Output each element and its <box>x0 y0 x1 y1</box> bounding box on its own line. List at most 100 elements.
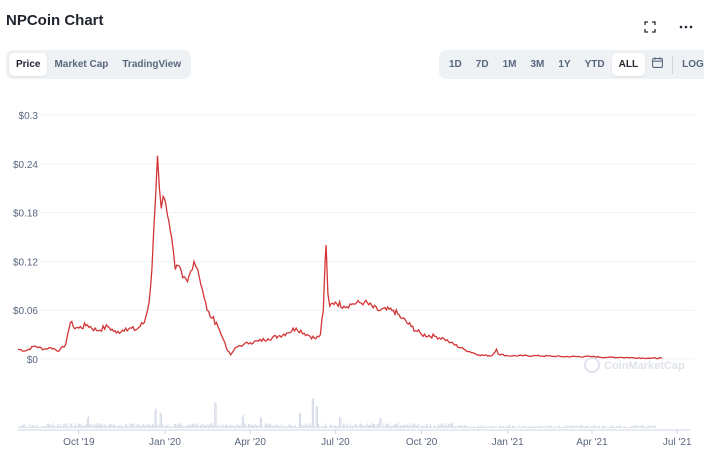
volume-bar <box>638 427 639 428</box>
volume-bar <box>473 426 474 428</box>
price-chart[interactable]: $0.3 $0.24 $0.18 $0.12 $0.06 $0 CoinMarketCap… <box>0 95 704 452</box>
volume-bar <box>73 426 75 428</box>
volume-bar <box>55 426 57 428</box>
log-scale-toggle[interactable]: LOG <box>682 59 704 70</box>
volume-bar <box>580 425 582 428</box>
volume-bar <box>505 425 507 428</box>
volume-bar <box>577 427 578 428</box>
volume-bar <box>168 427 170 428</box>
volume-bar <box>193 423 195 428</box>
volume-bar <box>320 427 322 428</box>
volume-bar <box>443 425 444 428</box>
grid-lines <box>40 114 695 360</box>
volume-bar <box>509 425 511 428</box>
y-tick-label: $0.18 <box>13 209 38 220</box>
volume-bar <box>335 425 337 428</box>
volume-bar <box>140 426 142 428</box>
volume-bar <box>623 426 625 428</box>
range-ytd[interactable]: YTD <box>584 59 605 70</box>
volume-bar <box>383 423 385 428</box>
volume-bar <box>83 425 84 428</box>
x-tick-label: Apr '20 <box>235 437 267 448</box>
y-tick-label: $0.12 <box>13 257 38 268</box>
volume-bar <box>564 427 565 428</box>
volume-bar <box>337 425 339 428</box>
volume-bar <box>41 426 43 428</box>
volume-bar <box>92 426 93 428</box>
volume-bar <box>86 417 88 428</box>
volume-bar <box>499 425 500 428</box>
x-tick-label: Jan '21 <box>492 437 524 448</box>
tab-tradingview[interactable]: TradingView <box>122 59 182 70</box>
volume-bar <box>375 425 377 428</box>
volume-bar <box>374 424 376 428</box>
range-3m[interactable]: 3M <box>530 59 545 70</box>
volume-bar <box>257 425 259 428</box>
volume-bar <box>71 423 73 428</box>
volume-bar <box>144 426 145 428</box>
volume-bar <box>228 425 230 428</box>
volume-bar <box>344 423 346 428</box>
range-1d[interactable]: 1D <box>449 59 462 70</box>
volume-bar <box>384 426 386 428</box>
volume-bar <box>62 426 64 428</box>
volume-bar <box>515 427 517 428</box>
volume-bar <box>341 426 343 428</box>
volume-bar <box>545 427 547 428</box>
volume-bar <box>330 424 331 428</box>
fullscreen-icon[interactable] <box>642 19 658 35</box>
volume-bar <box>389 426 391 428</box>
volume-bar <box>462 425 464 428</box>
volume-bar <box>151 424 153 428</box>
volume-bar <box>315 406 317 428</box>
calendar-icon[interactable] <box>645 53 670 76</box>
tab-price[interactable]: Price <box>9 53 48 76</box>
volume-bar <box>106 425 108 428</box>
volume-bar <box>60 426 62 428</box>
volume-bar <box>42 426 44 428</box>
volume-bar <box>196 425 197 428</box>
volume-bar <box>584 426 586 428</box>
range-7d[interactable]: 7D <box>475 59 489 70</box>
volume-bar <box>194 424 196 428</box>
volume-bar <box>159 412 161 428</box>
toolbar-divider <box>672 55 674 74</box>
more-options-icon[interactable] <box>678 19 694 35</box>
volume-bar <box>179 424 181 428</box>
volume-bar <box>514 426 516 428</box>
volume-bar <box>36 426 38 428</box>
volume-bar <box>596 425 598 428</box>
volume-bar <box>422 425 424 428</box>
tab-market-cap[interactable]: Market Cap <box>54 59 109 70</box>
volume-bar <box>465 425 467 428</box>
volume-bar <box>340 418 342 428</box>
volume-bar <box>512 425 513 428</box>
volume-bar <box>486 426 487 428</box>
volume-bar <box>223 425 225 428</box>
volume-bar <box>378 423 379 428</box>
volume-bar <box>632 425 634 428</box>
x-axis-ticks: Oct '19 Jan '20 Apr '20 Jul '20 Oct '20 Jan '… <box>63 430 692 448</box>
volume-bar <box>301 424 303 428</box>
volume-bar <box>582 425 584 428</box>
volume-bar <box>604 426 606 428</box>
volume-bar <box>307 425 309 428</box>
volume-bar <box>475 427 477 428</box>
volume-bar <box>643 426 645 428</box>
volume-bar <box>601 426 603 428</box>
volume-bar <box>593 425 595 428</box>
range-1y[interactable]: 1Y <box>558 59 571 70</box>
volume-bar <box>548 427 550 428</box>
volume-bar <box>605 426 607 428</box>
range-all[interactable]: ALL <box>611 53 646 76</box>
volume-bar <box>96 424 97 428</box>
volume-bar <box>419 426 421 428</box>
volume-bar <box>99 425 101 428</box>
volume-bar <box>567 426 569 428</box>
volume-bar <box>397 423 399 428</box>
volume-bar <box>521 426 522 428</box>
y-axis-ticks: $0.3 $0.24 $0.18 $0.12 $0.06 $0 <box>13 111 38 366</box>
volume-bar <box>84 425 86 428</box>
range-1m[interactable]: 1M <box>502 59 517 70</box>
volume-bar <box>263 426 265 428</box>
